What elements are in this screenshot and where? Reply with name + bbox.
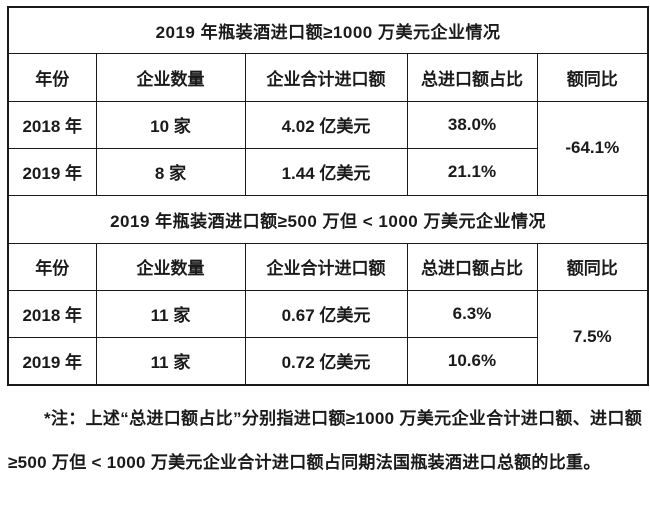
section2-header-import-total: 企业合计进口额 — [244, 242, 408, 291]
wine-import-table: 2019 年瓶装酒进口额≥1000 万美元企业情况 年份 企业数量 企业合计进口… — [7, 6, 650, 386]
section1-header-row: 年份 企业数量 企业合计进口额 总进口额占比 额同比 — [7, 52, 649, 102]
section1-title-row: 2019 年瓶装酒进口额≥1000 万美元企业情况 — [7, 6, 649, 54]
section1-2019-share-cell: 21.1% — [406, 147, 538, 196]
section1-header-import-total: 企业合计进口额 — [244, 52, 408, 102]
footnote-text: *注：上述“总进口额占比”分别指进口额≥1000 万美元企业合计进口额、进口额≥… — [8, 409, 642, 472]
section2-header-yoy: 额同比 — [536, 242, 649, 291]
section1-2018-share-cell: 38.0% — [406, 100, 538, 149]
section2-2019-import-total-cell: 0.72 亿美元 — [244, 336, 408, 386]
section2-title-row: 2019 年瓶装酒进口额≥500 万但 < 1000 万美元企业情况 — [7, 194, 649, 244]
section2-2019-companies-cell: 11 家 — [95, 336, 246, 386]
section2-header-row: 年份 企业数量 企业合计进口额 总进口额占比 额同比 — [7, 242, 649, 291]
table-row: 2019 年 8 家 1.44 亿美元 21.1% — [7, 147, 648, 196]
table-row: 2018 年 10 家 4.02 亿美元 38.0% -64.1% — [7, 100, 649, 196]
section2-header-year: 年份 — [7, 242, 97, 291]
section2-2018-share-cell: 6.3% — [406, 289, 538, 338]
section1-2019-companies-cell: 8 家 — [95, 147, 246, 196]
section1-2019-year-cell: 2019 年 — [7, 147, 97, 196]
section1-2018-import-total-cell: 4.02 亿美元 — [244, 100, 408, 149]
section1-yoy-cell: -64.1% — [536, 100, 649, 196]
section2-2018-companies-cell: 11 家 — [95, 289, 246, 338]
section2-header-company-count: 企业数量 — [95, 242, 246, 291]
table-row: 2019 年 11 家 0.72 亿美元 10.6% — [7, 336, 648, 386]
section2-2018-year-cell: 2018 年 — [7, 289, 97, 338]
section2-yoy-cell: 7.5% — [536, 289, 649, 386]
section2-2018-import-total-cell: 0.67 亿美元 — [244, 289, 408, 338]
section1-header-company-count: 企业数量 — [95, 52, 246, 102]
section1-header-yoy: 额同比 — [536, 52, 649, 102]
section2-title: 2019 年瓶装酒进口额≥500 万但 < 1000 万美元企业情况 — [7, 194, 649, 244]
section2-2019-year-cell: 2019 年 — [7, 336, 97, 386]
section1-2018-companies-cell: 10 家 — [95, 100, 246, 149]
section1-2019-import-total-cell: 1.44 亿美元 — [244, 147, 408, 196]
section1-title: 2019 年瓶装酒进口额≥1000 万美元企业情况 — [7, 6, 649, 54]
section2-header-share: 总进口额占比 — [406, 242, 538, 291]
section1-header-year: 年份 — [7, 52, 97, 102]
section1-header-share: 总进口额占比 — [406, 52, 538, 102]
section2-2019-share-cell: 10.6% — [406, 336, 538, 386]
section1-2018-year-cell: 2018 年 — [7, 100, 97, 149]
table-row: 2018 年 11 家 0.67 亿美元 6.3% 7.5% — [7, 289, 649, 386]
